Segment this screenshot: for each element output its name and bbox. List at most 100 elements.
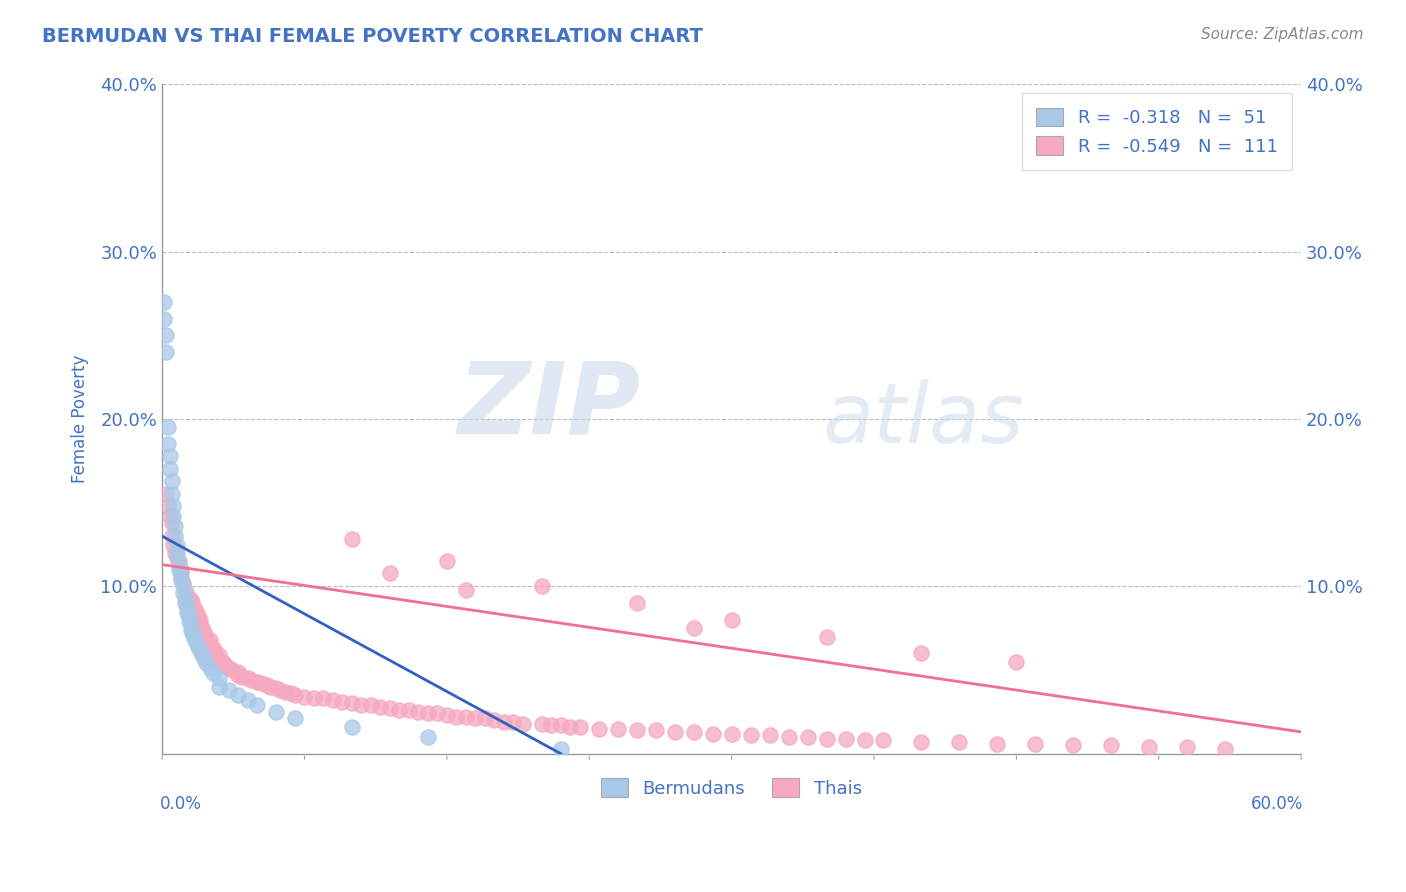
Point bbox=[853, 733, 876, 747]
Point bbox=[208, 680, 231, 694]
Point bbox=[416, 706, 439, 721]
Point bbox=[294, 690, 316, 704]
Point bbox=[484, 713, 506, 727]
Point bbox=[208, 671, 231, 685]
Point bbox=[162, 537, 184, 551]
Point bbox=[464, 711, 486, 725]
Point bbox=[166, 546, 188, 560]
Point bbox=[474, 711, 496, 725]
Point bbox=[165, 529, 187, 543]
Point bbox=[160, 474, 183, 488]
Point bbox=[202, 641, 225, 656]
Point bbox=[173, 596, 195, 610]
Point bbox=[177, 615, 200, 629]
Point bbox=[193, 624, 215, 639]
Point bbox=[173, 582, 195, 597]
Point bbox=[796, 730, 818, 744]
Point bbox=[155, 487, 177, 501]
Point bbox=[502, 714, 524, 729]
Text: ZIP: ZIP bbox=[457, 357, 641, 454]
Point bbox=[702, 726, 724, 740]
Point bbox=[360, 698, 382, 712]
Point bbox=[231, 670, 253, 684]
Text: atlas: atlas bbox=[823, 378, 1025, 459]
Point bbox=[181, 596, 204, 610]
Point bbox=[454, 582, 477, 597]
Point bbox=[560, 720, 582, 734]
Point bbox=[226, 668, 249, 682]
Point bbox=[322, 693, 344, 707]
Point bbox=[264, 705, 287, 719]
Point bbox=[176, 601, 198, 615]
Point bbox=[378, 701, 401, 715]
Point bbox=[198, 638, 221, 652]
Point bbox=[302, 691, 325, 706]
Point bbox=[165, 546, 187, 560]
Point bbox=[202, 666, 225, 681]
Text: 60.0%: 60.0% bbox=[1251, 796, 1303, 814]
Point bbox=[626, 723, 648, 738]
Point bbox=[172, 586, 194, 600]
Point bbox=[436, 554, 458, 568]
Point bbox=[1137, 739, 1160, 754]
Point bbox=[208, 648, 231, 662]
Text: 0.0%: 0.0% bbox=[160, 796, 202, 814]
Point bbox=[274, 684, 297, 698]
Point bbox=[162, 499, 184, 513]
Point bbox=[606, 722, 628, 736]
Point bbox=[682, 621, 704, 635]
Point bbox=[834, 731, 856, 746]
Point bbox=[269, 683, 291, 698]
Point bbox=[436, 708, 458, 723]
Point bbox=[740, 728, 762, 742]
Point bbox=[208, 653, 231, 667]
Point bbox=[167, 558, 190, 572]
Point bbox=[193, 651, 215, 665]
Point bbox=[170, 566, 193, 580]
Point bbox=[155, 345, 177, 359]
Point bbox=[312, 691, 335, 706]
Point bbox=[165, 519, 187, 533]
Point bbox=[512, 716, 534, 731]
Point bbox=[198, 661, 221, 675]
Point bbox=[188, 617, 211, 632]
Point bbox=[446, 710, 468, 724]
Point bbox=[1024, 737, 1046, 751]
Point bbox=[815, 630, 838, 644]
Point bbox=[246, 698, 269, 712]
Point bbox=[986, 737, 1008, 751]
Point bbox=[170, 573, 193, 587]
Point bbox=[1005, 655, 1028, 669]
Point bbox=[550, 718, 572, 732]
Point bbox=[454, 710, 477, 724]
Point bbox=[160, 529, 183, 543]
Point bbox=[682, 724, 704, 739]
Point bbox=[388, 703, 411, 717]
Point bbox=[264, 681, 287, 696]
Point bbox=[183, 631, 205, 645]
Point bbox=[159, 462, 181, 476]
Point bbox=[246, 674, 269, 689]
Point bbox=[170, 563, 193, 577]
Point bbox=[530, 579, 553, 593]
Point bbox=[177, 609, 200, 624]
Point bbox=[815, 731, 838, 746]
Point bbox=[166, 550, 188, 565]
Y-axis label: Female Poverty: Female Poverty bbox=[72, 355, 89, 483]
Point bbox=[156, 420, 179, 434]
Point bbox=[166, 537, 188, 551]
Point bbox=[416, 730, 439, 744]
Point bbox=[259, 680, 281, 694]
Point bbox=[167, 554, 190, 568]
Point bbox=[160, 516, 183, 530]
Point bbox=[778, 730, 800, 744]
Point bbox=[155, 328, 177, 343]
Point bbox=[530, 716, 553, 731]
Legend: Bermudans, Thais: Bermudans, Thais bbox=[593, 771, 869, 805]
Point bbox=[340, 720, 363, 734]
Point bbox=[340, 533, 363, 547]
Point bbox=[180, 592, 202, 607]
Point bbox=[540, 718, 562, 732]
Point bbox=[180, 617, 202, 632]
Point bbox=[340, 697, 363, 711]
